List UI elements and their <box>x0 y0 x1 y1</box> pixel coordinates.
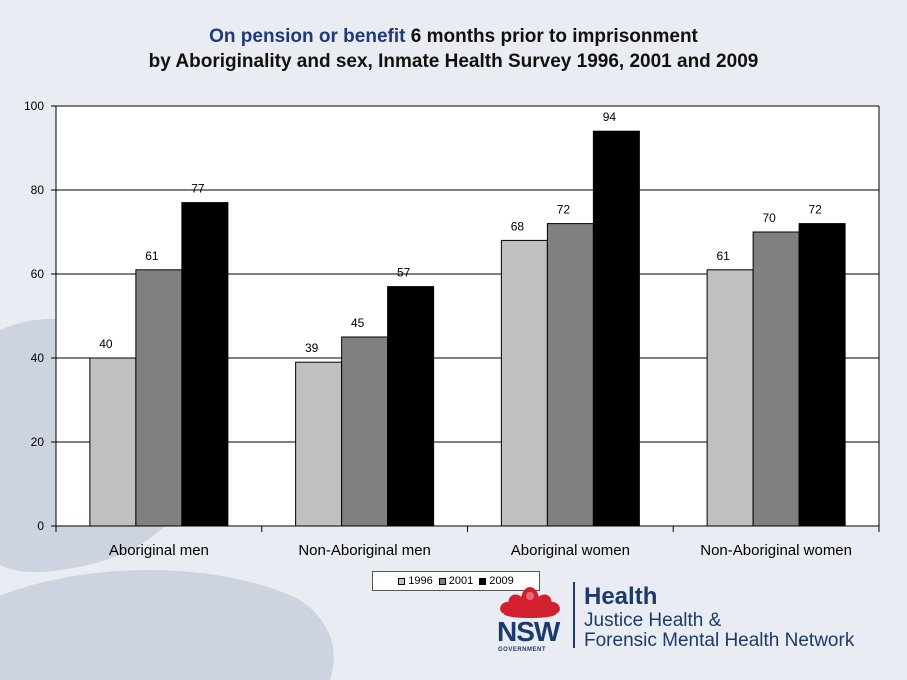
bar <box>546 223 594 527</box>
legend-swatch <box>398 577 406 585</box>
logo-divider <box>573 582 575 648</box>
data-label: 39 <box>305 341 319 355</box>
title-line1-rest: 6 months prior to imprisonment <box>405 26 698 47</box>
data-label: 72 <box>808 203 822 217</box>
bar-chart: 0 20 40 60 80 100 40 61 77 Aboriginal men 39 45 57 No… <box>24 99 880 559</box>
nsw-health-logo: NSW GOVERNMENT Health Justice Health & F… <box>495 578 875 656</box>
bar <box>752 231 800 527</box>
legend-label: 1996 <box>408 575 433 587</box>
category-label: Aboriginal women <box>511 542 630 559</box>
legend-item: 2009 <box>479 575 514 587</box>
data-label: 57 <box>397 266 411 280</box>
bar <box>341 336 389 527</box>
category-label: Aboriginal men <box>109 542 209 559</box>
data-label: 94 <box>603 110 617 124</box>
y-tick-label: 80 <box>31 183 45 197</box>
government-wordmark: GOVERNMENT <box>498 647 547 653</box>
legend-label: 2009 <box>489 575 514 587</box>
legend-item: 1996 <box>398 575 433 587</box>
title-line2: by Aboriginality and sex, Inmate Health … <box>148 51 759 72</box>
health-wordmark: Health <box>584 583 658 610</box>
data-label: 61 <box>716 249 730 263</box>
bar <box>89 357 137 527</box>
data-label: 61 <box>145 249 159 263</box>
y-tick-label: 20 <box>31 435 45 449</box>
legend-item: 2001 <box>438 575 474 587</box>
chart-title: On pension or benefit 6 months prior to … <box>0 24 907 74</box>
bar <box>135 269 183 527</box>
legend-swatch <box>438 577 446 585</box>
data-label: 68 <box>511 219 525 233</box>
bar <box>387 286 435 527</box>
data-label: 77 <box>191 182 205 196</box>
bar <box>181 202 229 527</box>
bar <box>295 361 343 527</box>
bar <box>706 269 754 527</box>
category-label: Non-Aboriginal women <box>700 542 852 559</box>
bar <box>798 223 846 527</box>
nsw-wordmark: NSW <box>497 616 560 647</box>
data-label: 40 <box>99 337 113 351</box>
y-tick-label: 100 <box>24 99 44 113</box>
y-tick-label: 0 <box>37 519 44 533</box>
bar <box>500 239 548 527</box>
legend-swatch <box>479 577 487 585</box>
legend-label: 2001 <box>448 575 474 587</box>
network-line1: Justice Health & <box>584 610 722 631</box>
data-label: 45 <box>351 316 365 330</box>
category-label: Non-Aboriginal men <box>298 542 431 559</box>
chart-legend: 1996 2001 2009 <box>372 571 540 591</box>
y-tick-label: 60 <box>31 267 45 281</box>
data-label: 72 <box>557 203 571 217</box>
network-line2: Forensic Mental Health Network <box>584 630 855 651</box>
bar <box>592 130 640 527</box>
waratah-icon <box>500 587 560 618</box>
y-tick-label: 40 <box>31 351 45 365</box>
data-label: 70 <box>762 211 776 225</box>
title-highlight: On pension or benefit <box>209 26 406 47</box>
